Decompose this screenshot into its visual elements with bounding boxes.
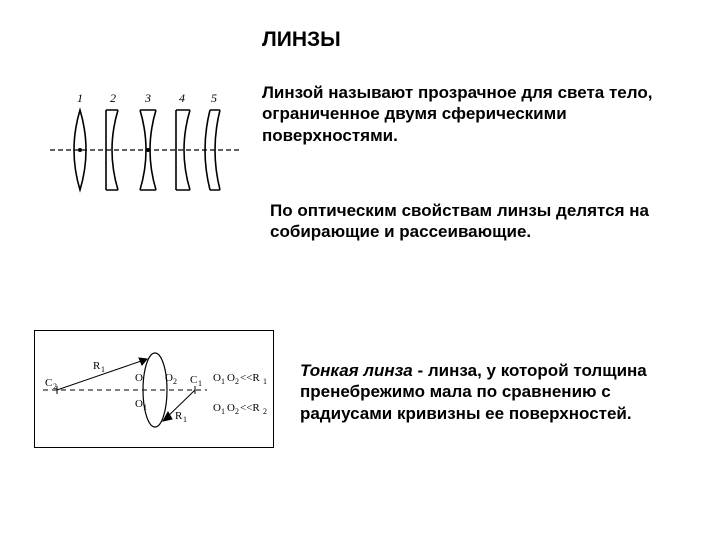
svg-text:O: O (135, 398, 143, 410)
svg-text:1: 1 (183, 415, 187, 424)
svg-text:2: 2 (235, 407, 239, 416)
lens-label-5: 5 (211, 91, 217, 105)
svg-text:O: O (165, 372, 173, 384)
svg-text:2: 2 (173, 377, 177, 386)
svg-text:O: O (227, 372, 235, 384)
page-title: ЛИНЗЫ (262, 28, 341, 52)
lens-label-4: 4 (179, 91, 185, 105)
svg-text:O: O (135, 372, 143, 384)
lens-label-3: 3 (144, 91, 151, 105)
thin-lens-term: Тонкая линза (300, 361, 413, 380)
thin-lens-figure: C2 C1 R1 R1 OO2 O1 O1 O2 <<R1 O1 O2 <<R2 (34, 330, 274, 448)
svg-text:1: 1 (263, 377, 267, 386)
svg-text:2: 2 (53, 382, 57, 391)
svg-text:1: 1 (198, 379, 202, 388)
thin-lens-paragraph: Тонкая линза - линза, у которой толщина … (300, 360, 670, 424)
classification-paragraph: По оптическим свойствам линзы делятся на… (270, 200, 670, 243)
svg-text:O: O (227, 402, 235, 414)
definition-paragraph: Линзой называют прозрачное для света тел… (262, 82, 672, 146)
svg-text:1: 1 (221, 407, 225, 416)
svg-text:O: O (213, 402, 221, 414)
svg-text:<<R: <<R (240, 372, 260, 384)
lens-label-1: 1 (77, 91, 83, 105)
lens-types-figure: 1 2 3 4 5 (50, 86, 240, 202)
svg-text:1: 1 (221, 377, 225, 386)
lens-label-2: 2 (110, 91, 116, 105)
svg-text:R: R (175, 410, 183, 422)
svg-text:<<R: <<R (240, 402, 260, 414)
svg-text:1: 1 (101, 365, 105, 374)
svg-text:C: C (190, 374, 197, 386)
svg-text:O: O (213, 372, 221, 384)
svg-text:1: 1 (143, 403, 147, 412)
svg-text:2: 2 (235, 377, 239, 386)
svg-text:R: R (93, 360, 101, 372)
svg-text:2: 2 (263, 407, 267, 416)
svg-text:C: C (45, 377, 52, 389)
